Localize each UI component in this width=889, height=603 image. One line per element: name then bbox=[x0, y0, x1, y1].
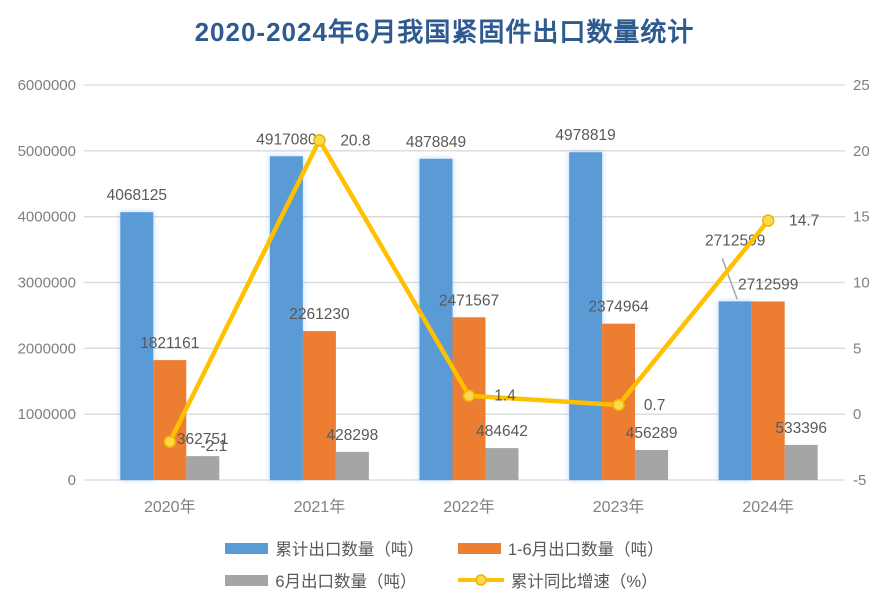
bar-data-label-cumulative-export-volume: 4878849 bbox=[406, 134, 466, 151]
right-axis-tick-label: 0 bbox=[853, 406, 861, 423]
bar-june-export-volume-2021年 bbox=[335, 451, 369, 480]
bar-jan-to-jun-export-volume-2024年 bbox=[751, 301, 785, 480]
line-marker-2022年 bbox=[462, 389, 476, 402]
bar-data-label-cumulative-export-volume: 4917080 bbox=[256, 131, 317, 148]
x-axis-label: 2021年 bbox=[294, 498, 346, 516]
bar-june-export-volume-2024年 bbox=[784, 444, 818, 480]
bar-june-export-volume-2023年 bbox=[635, 449, 669, 480]
left-axis-tick-label: 2000000 bbox=[18, 340, 76, 357]
line-data-label-cumulative-yoy-growth: 20.8 bbox=[340, 132, 370, 149]
bar-june-export-volume-2022年 bbox=[485, 448, 519, 480]
bar-data-label-june-export-volume: 362751 bbox=[177, 431, 229, 448]
line-marker-2023年 bbox=[612, 398, 625, 412]
line-marker-2021年 bbox=[313, 134, 326, 147]
legend-label-cumulative-export: 累计出口数量（吨） bbox=[275, 541, 424, 559]
legend-line-marker-icon bbox=[457, 574, 504, 586]
bar-data-label-cumulative-export-volume: 4978819 bbox=[555, 127, 615, 144]
bar-data-label-cumulative-export-volume: 4068125 bbox=[107, 187, 167, 204]
legend-label-yoy-growth: 累计同比增速（%） bbox=[510, 573, 658, 591]
left-axis-tick-label: 4000000 bbox=[18, 209, 76, 226]
right-axis-tick-label: 20 bbox=[853, 143, 870, 160]
line-data-label-cumulative-yoy-growth: 1.4 bbox=[494, 388, 516, 405]
bar-data-label-jan-to-jun-export-volume: 2374964 bbox=[588, 299, 649, 316]
legend-item-june-export: 6月出口数量（吨） bbox=[225, 568, 424, 592]
legend-swatch-june-export bbox=[225, 574, 269, 586]
line-data-label-cumulative-yoy-growth: -2.1 bbox=[200, 438, 227, 455]
left-axis-tick-label: 1000000 bbox=[18, 406, 76, 423]
bar-jan-to-jun-export-volume-2021年 bbox=[302, 331, 336, 480]
x-axis-label: 2024年 bbox=[742, 498, 794, 516]
line-data-label-cumulative-yoy-growth: 14.7 bbox=[789, 213, 819, 230]
legend-swatch-jan-jun-export bbox=[457, 542, 501, 554]
x-axis-label: 2023年 bbox=[593, 498, 645, 516]
left-axis-tick-label: 5000000 bbox=[18, 143, 76, 160]
legend-label-jan-jun-export: 1-6月出口数量（吨） bbox=[507, 541, 664, 559]
chart-plot-area: 0 1000000 2000000 3000000 4000000 5000000 6000… bbox=[18, 77, 870, 516]
bar-data-label-jan-to-jun-export-volume: 2712599 bbox=[738, 276, 798, 293]
bar-cumulative-export-volume-2023年 bbox=[569, 152, 603, 480]
chart-title: 2020-2024年6月我国紧固件出口数量统计 bbox=[194, 17, 695, 47]
legend-swatch-cumulative-export bbox=[225, 542, 269, 554]
bar-data-label-jan-to-jun-export-volume: 2261230 bbox=[289, 306, 350, 323]
right-axis-tick-label: 5 bbox=[853, 340, 861, 357]
legend-item-jan-jun-export: 1-6月出口数量（吨） bbox=[457, 536, 664, 560]
bar-data-label-jan-to-jun-export-volume: 2471567 bbox=[439, 292, 499, 309]
left-axis-tick-label: 3000000 bbox=[18, 275, 76, 292]
bar-data-label-june-export-volume: 533396 bbox=[775, 420, 827, 437]
bar-june-export-volume-2020年 bbox=[186, 456, 220, 480]
bar-data-label-june-export-volume: 484642 bbox=[476, 423, 528, 440]
x-axis-label: 2022年 bbox=[443, 498, 495, 516]
right-axis-tick-label: 10 bbox=[853, 275, 870, 292]
right-axis-tick-label: -5 bbox=[853, 472, 866, 489]
legend-label-june-export: 6月出口数量（吨） bbox=[275, 573, 417, 591]
data-label-leader-line bbox=[721, 258, 738, 300]
left-axis-tick-label: 6000000 bbox=[18, 77, 76, 94]
right-axis-tick-label: 25 bbox=[853, 77, 870, 94]
bar-cumulative-export-volume-2024年 bbox=[718, 301, 752, 480]
bar-data-label-june-export-volume: 428298 bbox=[327, 427, 379, 444]
bar-data-label-june-export-volume: 456289 bbox=[626, 425, 678, 442]
chart-legend: 累计出口数量（吨） 1-6月出口数量（吨） 6月出口数量（吨） 累计同比增速（%… bbox=[0, 536, 889, 592]
x-axis-label: 2020年 bbox=[144, 498, 196, 516]
line-data-label-cumulative-yoy-growth: 0.7 bbox=[644, 397, 666, 414]
left-axis-tick-label: 0 bbox=[68, 472, 76, 489]
line-marker-2024年 bbox=[761, 214, 775, 227]
legend-item-yoy-growth: 累计同比增速（%） bbox=[457, 568, 664, 592]
bar-cumulative-export-volume-2020年 bbox=[120, 212, 154, 481]
line-marker-2020年 bbox=[163, 435, 177, 449]
bar-data-label-jan-to-jun-export-volume: 1821161 bbox=[140, 335, 199, 352]
legend-item-cumulative-export: 累计出口数量（吨） bbox=[225, 536, 424, 560]
right-axis-tick-label: 15 bbox=[853, 209, 870, 226]
